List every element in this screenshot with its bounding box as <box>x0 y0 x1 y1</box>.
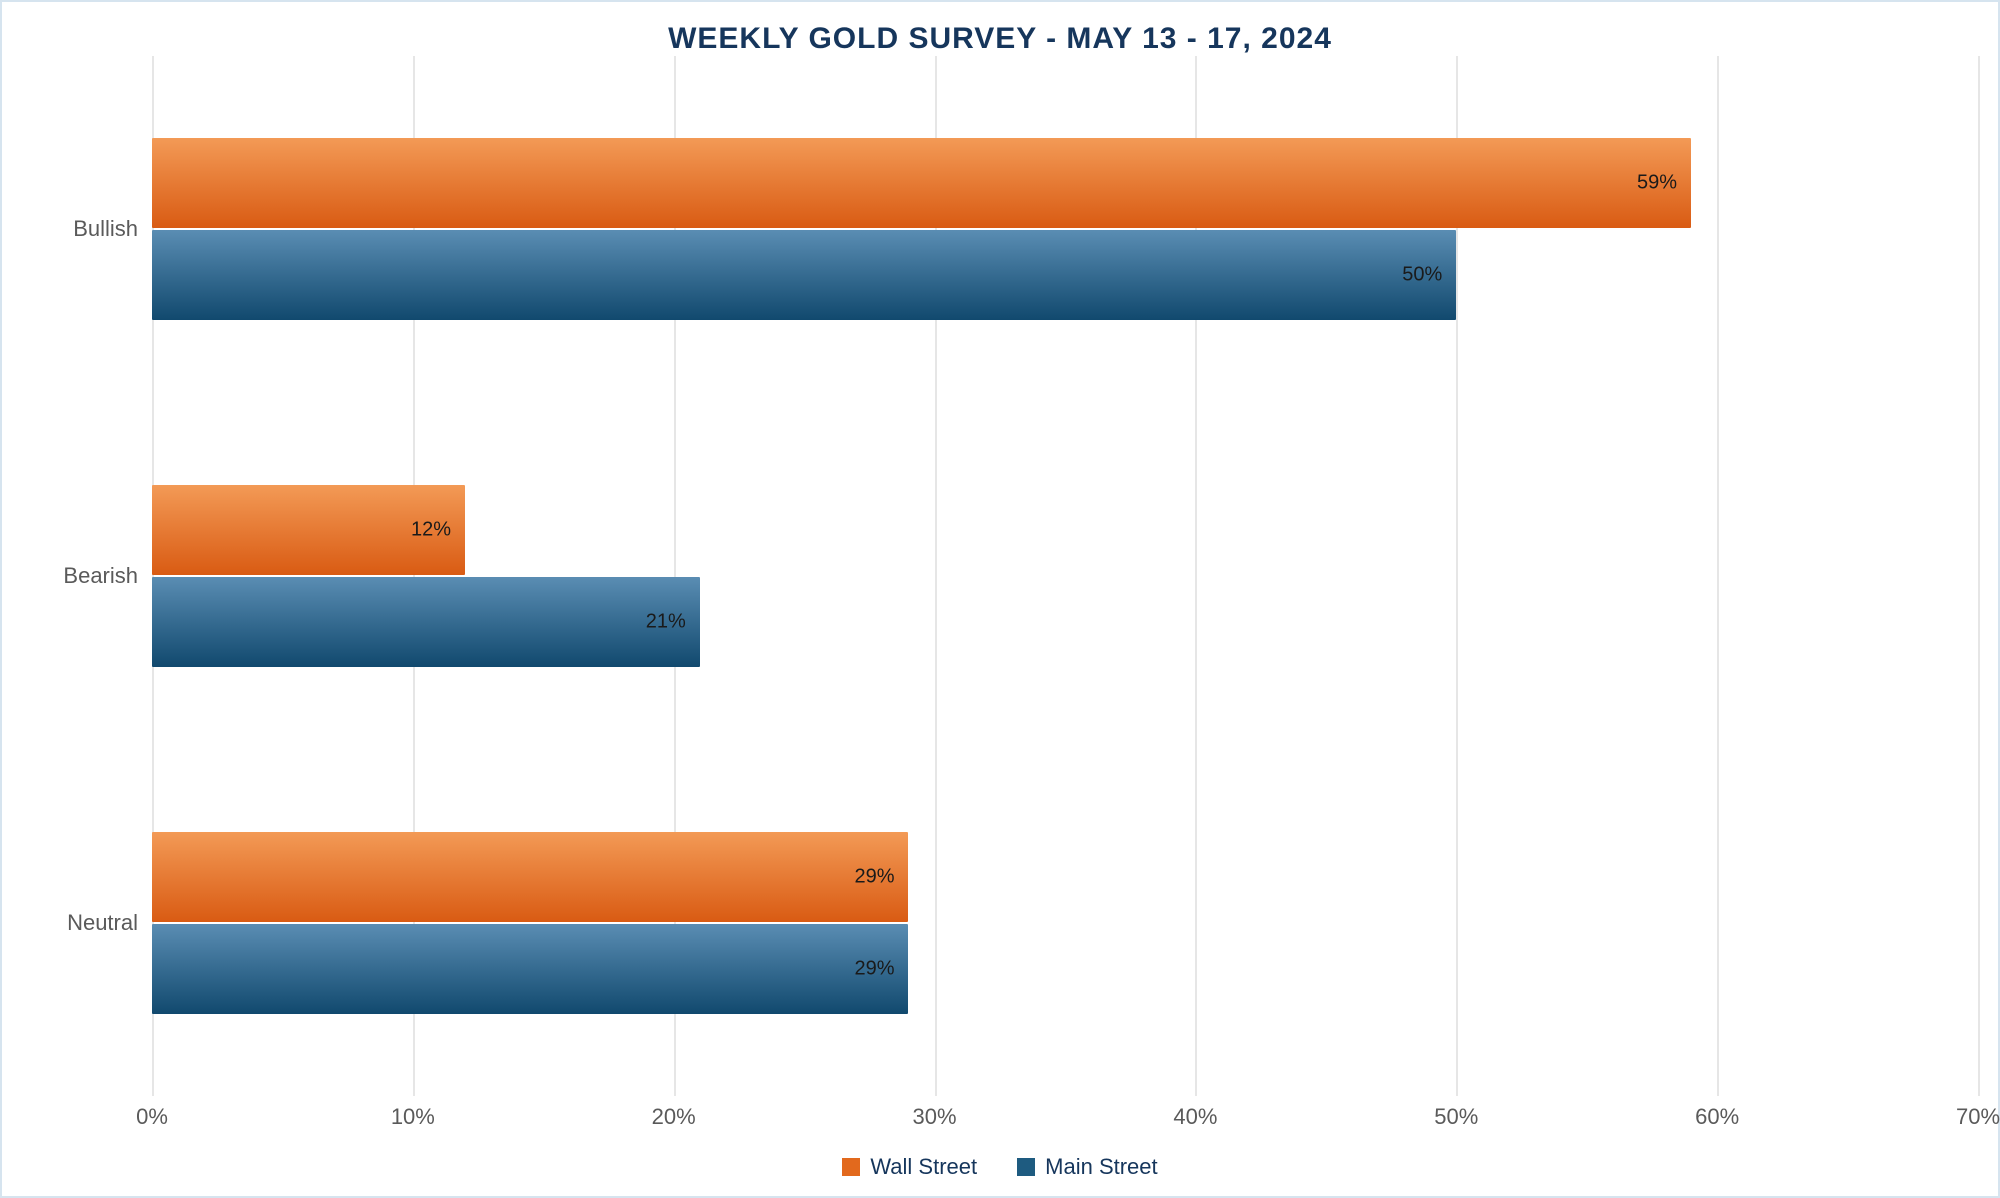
chart-container: WEEKLY GOLD SURVEY - MAY 13 - 17, 2024 B… <box>0 0 2000 1198</box>
x-tick-label: 10% <box>391 1104 435 1130</box>
x-tick-label: 20% <box>652 1104 696 1130</box>
bar-value-label: 50% <box>1402 264 1442 287</box>
y-category-label: Neutral <box>22 749 152 1096</box>
x-axis: 0%10%20%30%40%50%60%70% <box>152 1096 1978 1148</box>
plot-row: BullishBearishNeutral 59% 50% 12% 21% 29% 29% <box>22 56 1978 1096</box>
legend-item: Main Street <box>1017 1154 1158 1180</box>
bar-value-label: 21% <box>646 610 686 633</box>
legend-item: Wall Street <box>842 1154 977 1180</box>
legend-label: Main Street <box>1045 1154 1158 1180</box>
gridline <box>1978 56 1980 1096</box>
x-tick-label: 70% <box>1956 1104 2000 1130</box>
bar-value-label: 59% <box>1637 172 1677 195</box>
x-tick-label: 30% <box>913 1104 957 1130</box>
x-tick-label: 50% <box>1434 1104 1478 1130</box>
legend-swatch <box>1017 1158 1035 1176</box>
y-category-label: Bearish <box>22 403 152 750</box>
category-group: 29% 29% <box>152 749 1978 1096</box>
bar-value-label: 29% <box>854 865 894 888</box>
x-axis-spacer <box>22 1096 152 1148</box>
x-tick-label: 40% <box>1173 1104 1217 1130</box>
plot-area: 59% 50% 12% 21% 29% 29% <box>152 56 1978 1096</box>
bar: 59% <box>152 138 1691 228</box>
bar: 12% <box>152 485 465 575</box>
x-axis-row: 0%10%20%30%40%50%60%70% <box>22 1096 1978 1148</box>
category-group: 59% 50% <box>152 56 1978 403</box>
bar: 29% <box>152 924 908 1014</box>
bar-value-label: 29% <box>854 957 894 980</box>
bar-value-label: 12% <box>411 518 451 541</box>
legend-swatch <box>842 1158 860 1176</box>
x-tick-label: 0% <box>136 1104 168 1130</box>
category-group: 12% 21% <box>152 403 1978 750</box>
legend-label: Wall Street <box>870 1154 977 1180</box>
bar: 50% <box>152 230 1456 320</box>
chart-title: WEEKLY GOLD SURVEY - MAY 13 - 17, 2024 <box>22 22 1978 56</box>
x-tick-label: 60% <box>1695 1104 1739 1130</box>
y-category-label: Bullish <box>22 56 152 403</box>
bar: 21% <box>152 577 700 667</box>
y-axis: BullishBearishNeutral <box>22 56 152 1096</box>
bar: 29% <box>152 832 908 922</box>
legend: Wall Street Main Street <box>22 1148 1978 1186</box>
